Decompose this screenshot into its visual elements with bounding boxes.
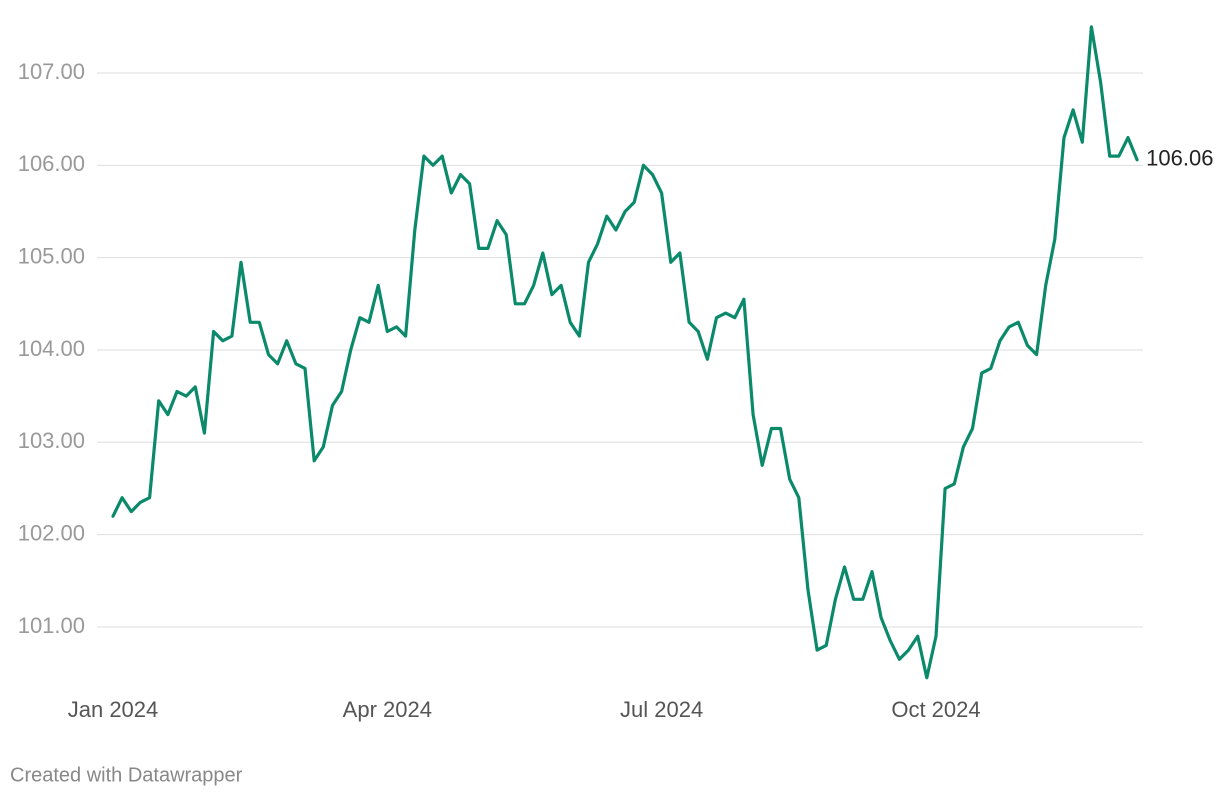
line	[111, 25, 1139, 680]
x-tick-label: Jul 2024	[620, 697, 703, 722]
y-tick-label: 105.00	[18, 243, 85, 268]
end-value-label: 106.06	[1146, 146, 1213, 171]
y-tick-label: 102.00	[18, 520, 85, 545]
x-tick-label: Apr 2024	[343, 697, 432, 722]
x-tick-label: Oct 2024	[891, 697, 980, 722]
y-tick-label: 104.00	[18, 336, 85, 361]
y-tick-label: 101.00	[18, 613, 85, 638]
y-tick-label: 103.00	[18, 428, 85, 453]
y-tick-label: 106.00	[18, 151, 85, 176]
x-tick-label: Jan 2024	[68, 697, 159, 722]
credit: Created with Datawrapper	[10, 764, 243, 786]
y-tick-label: 107.00	[18, 59, 85, 84]
